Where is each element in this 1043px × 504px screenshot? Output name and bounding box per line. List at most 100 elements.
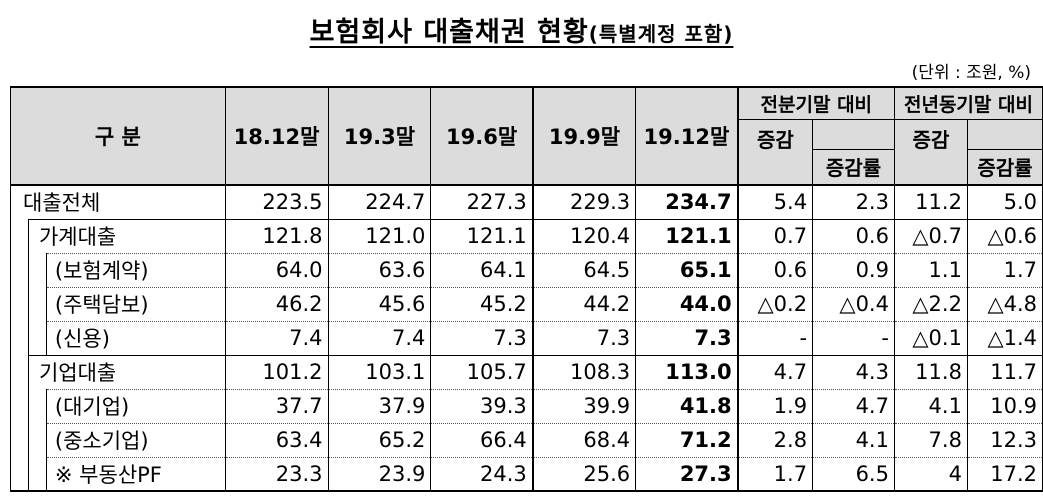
indent-gutter bbox=[27, 457, 47, 492]
cell: 37.7 bbox=[224, 388, 329, 423]
cell: 65.1 bbox=[635, 252, 739, 287]
cell: 121.1 bbox=[635, 218, 739, 253]
cell: 11.2 bbox=[893, 184, 968, 219]
cell: 1.1 bbox=[893, 252, 968, 287]
cell: 1.9 bbox=[737, 388, 814, 423]
header-qoq-change: 증감 bbox=[737, 118, 814, 186]
cell: 64.1 bbox=[430, 252, 534, 287]
cell: 65.2 bbox=[327, 422, 432, 457]
indent-gutter bbox=[10, 457, 29, 492]
cell: 121.1 bbox=[430, 218, 534, 253]
header-category: 구 분 bbox=[10, 86, 226, 186]
cell: 227.3 bbox=[430, 184, 534, 219]
row-label: (대기업) bbox=[45, 388, 226, 423]
cell: 0.9 bbox=[812, 252, 895, 287]
cell: 17.2 bbox=[966, 456, 1043, 492]
header-period-2: 19.6말 bbox=[430, 86, 534, 186]
cell: 7.3 bbox=[430, 320, 534, 355]
cell: 23.9 bbox=[327, 456, 432, 492]
cell: 108.3 bbox=[531, 354, 637, 389]
cell: 5.0 bbox=[966, 184, 1043, 219]
indent-gutter bbox=[27, 253, 47, 287]
cell: 101.2 bbox=[224, 354, 329, 389]
header-yoy-rate: 증감률 bbox=[966, 148, 1043, 186]
cell: 1.7 bbox=[737, 456, 814, 492]
row-label: 기업대출 bbox=[27, 354, 226, 389]
cell: △0.1 bbox=[893, 320, 968, 355]
cell: 4.7 bbox=[737, 354, 814, 389]
table-row: 대출전체 223.5 224.7 227.3 229.3 234.7 5.4 2… bbox=[10, 184, 1043, 219]
cell: 63.6 bbox=[327, 252, 432, 287]
header-qoq-rate: 증감률 bbox=[812, 148, 895, 186]
cell: 103.1 bbox=[327, 354, 432, 389]
cell: 1.7 bbox=[966, 252, 1043, 287]
cell: 4.1 bbox=[812, 422, 895, 457]
cell: 68.4 bbox=[531, 422, 637, 457]
cell: 6.5 bbox=[812, 456, 895, 492]
cell: 25.6 bbox=[531, 456, 637, 492]
cell: 44.0 bbox=[635, 286, 739, 321]
loan-table: 구 분 18.12말 19.3말 19.6말 19.9말 19.12말 전분기말… bbox=[10, 86, 1043, 492]
row-label: (신용) bbox=[45, 320, 226, 355]
indent-gutter bbox=[10, 219, 29, 253]
table-row: (중소기업) 63.4 65.2 66.4 68.4 71.2 2.8 4.1 … bbox=[10, 422, 1043, 457]
cell: 64.0 bbox=[224, 252, 329, 287]
cell: 4 bbox=[893, 456, 968, 492]
cell: 229.3 bbox=[531, 184, 637, 219]
cell: 224.7 bbox=[327, 184, 432, 219]
cell: 4.1 bbox=[893, 388, 968, 423]
cell: - bbox=[737, 320, 814, 355]
header-period-0: 18.12말 bbox=[224, 86, 329, 186]
indent-gutter bbox=[27, 287, 47, 321]
cell: 2.3 bbox=[812, 184, 895, 219]
cell: △0.6 bbox=[966, 218, 1043, 253]
header-period-4: 19.12말 bbox=[635, 86, 739, 186]
indent-gutter bbox=[10, 355, 29, 389]
cell: 0.6 bbox=[812, 218, 895, 253]
cell: △1.4 bbox=[966, 320, 1043, 355]
table-row: 가계대출 121.8 121.0 121.1 120.4 121.1 0.7 0… bbox=[10, 218, 1043, 253]
header-qoq-spacer bbox=[812, 118, 895, 149]
header-group-qoq: 전분기말 대비 bbox=[737, 86, 895, 120]
cell: 23.3 bbox=[224, 456, 329, 492]
cell: △4.8 bbox=[966, 286, 1043, 321]
table-row: (보험계약) 64.0 63.6 64.1 64.5 65.1 0.6 0.9 … bbox=[10, 252, 1043, 287]
row-label: 대출전체 bbox=[10, 184, 226, 219]
cell: 37.9 bbox=[327, 388, 432, 423]
cell: 66.4 bbox=[430, 422, 534, 457]
cell: 12.3 bbox=[966, 422, 1043, 457]
cell: △0.2 bbox=[737, 286, 814, 321]
row-label: (보험계약) bbox=[45, 252, 226, 287]
cell: 71.2 bbox=[635, 422, 739, 457]
indent-gutter bbox=[10, 287, 29, 321]
cell: 0.7 bbox=[737, 218, 814, 253]
cell: 45.6 bbox=[327, 286, 432, 321]
indent-gutter bbox=[10, 389, 29, 423]
cell: 4.7 bbox=[812, 388, 895, 423]
indent-gutter bbox=[10, 253, 29, 287]
cell: 11.7 bbox=[966, 354, 1043, 389]
header-yoy-change: 증감 bbox=[893, 118, 968, 186]
cell: 11.8 bbox=[893, 354, 968, 389]
cell: 10.9 bbox=[966, 388, 1043, 423]
cell: 64.5 bbox=[531, 252, 637, 287]
cell: 39.3 bbox=[430, 388, 534, 423]
cell: 121.8 bbox=[224, 218, 329, 253]
cell: △0.7 bbox=[893, 218, 968, 253]
cell: 7.8 bbox=[893, 422, 968, 457]
cell: 121.0 bbox=[327, 218, 432, 253]
cell: 4.3 bbox=[812, 354, 895, 389]
header-group-yoy: 전년동기말 대비 bbox=[893, 86, 1043, 120]
cell: 2.8 bbox=[737, 422, 814, 457]
table-row: 기업대출 101.2 103.1 105.7 108.3 113.0 4.7 4… bbox=[10, 354, 1043, 389]
cell: 7.3 bbox=[531, 320, 637, 355]
table-row: (대기업) 37.7 37.9 39.3 39.9 41.8 1.9 4.7 4… bbox=[10, 388, 1043, 423]
header-period-3: 19.9말 bbox=[531, 86, 637, 186]
row-label: (주택담보) bbox=[45, 286, 226, 321]
cell: △0.4 bbox=[812, 286, 895, 321]
cell: 44.2 bbox=[531, 286, 637, 321]
table-row: ※ 부동산PF 23.3 23.9 24.3 25.6 27.3 1.7 6.5… bbox=[10, 456, 1043, 492]
cell: 113.0 bbox=[635, 354, 739, 389]
row-label: 가계대출 bbox=[27, 218, 226, 253]
indent-gutter bbox=[27, 389, 47, 423]
